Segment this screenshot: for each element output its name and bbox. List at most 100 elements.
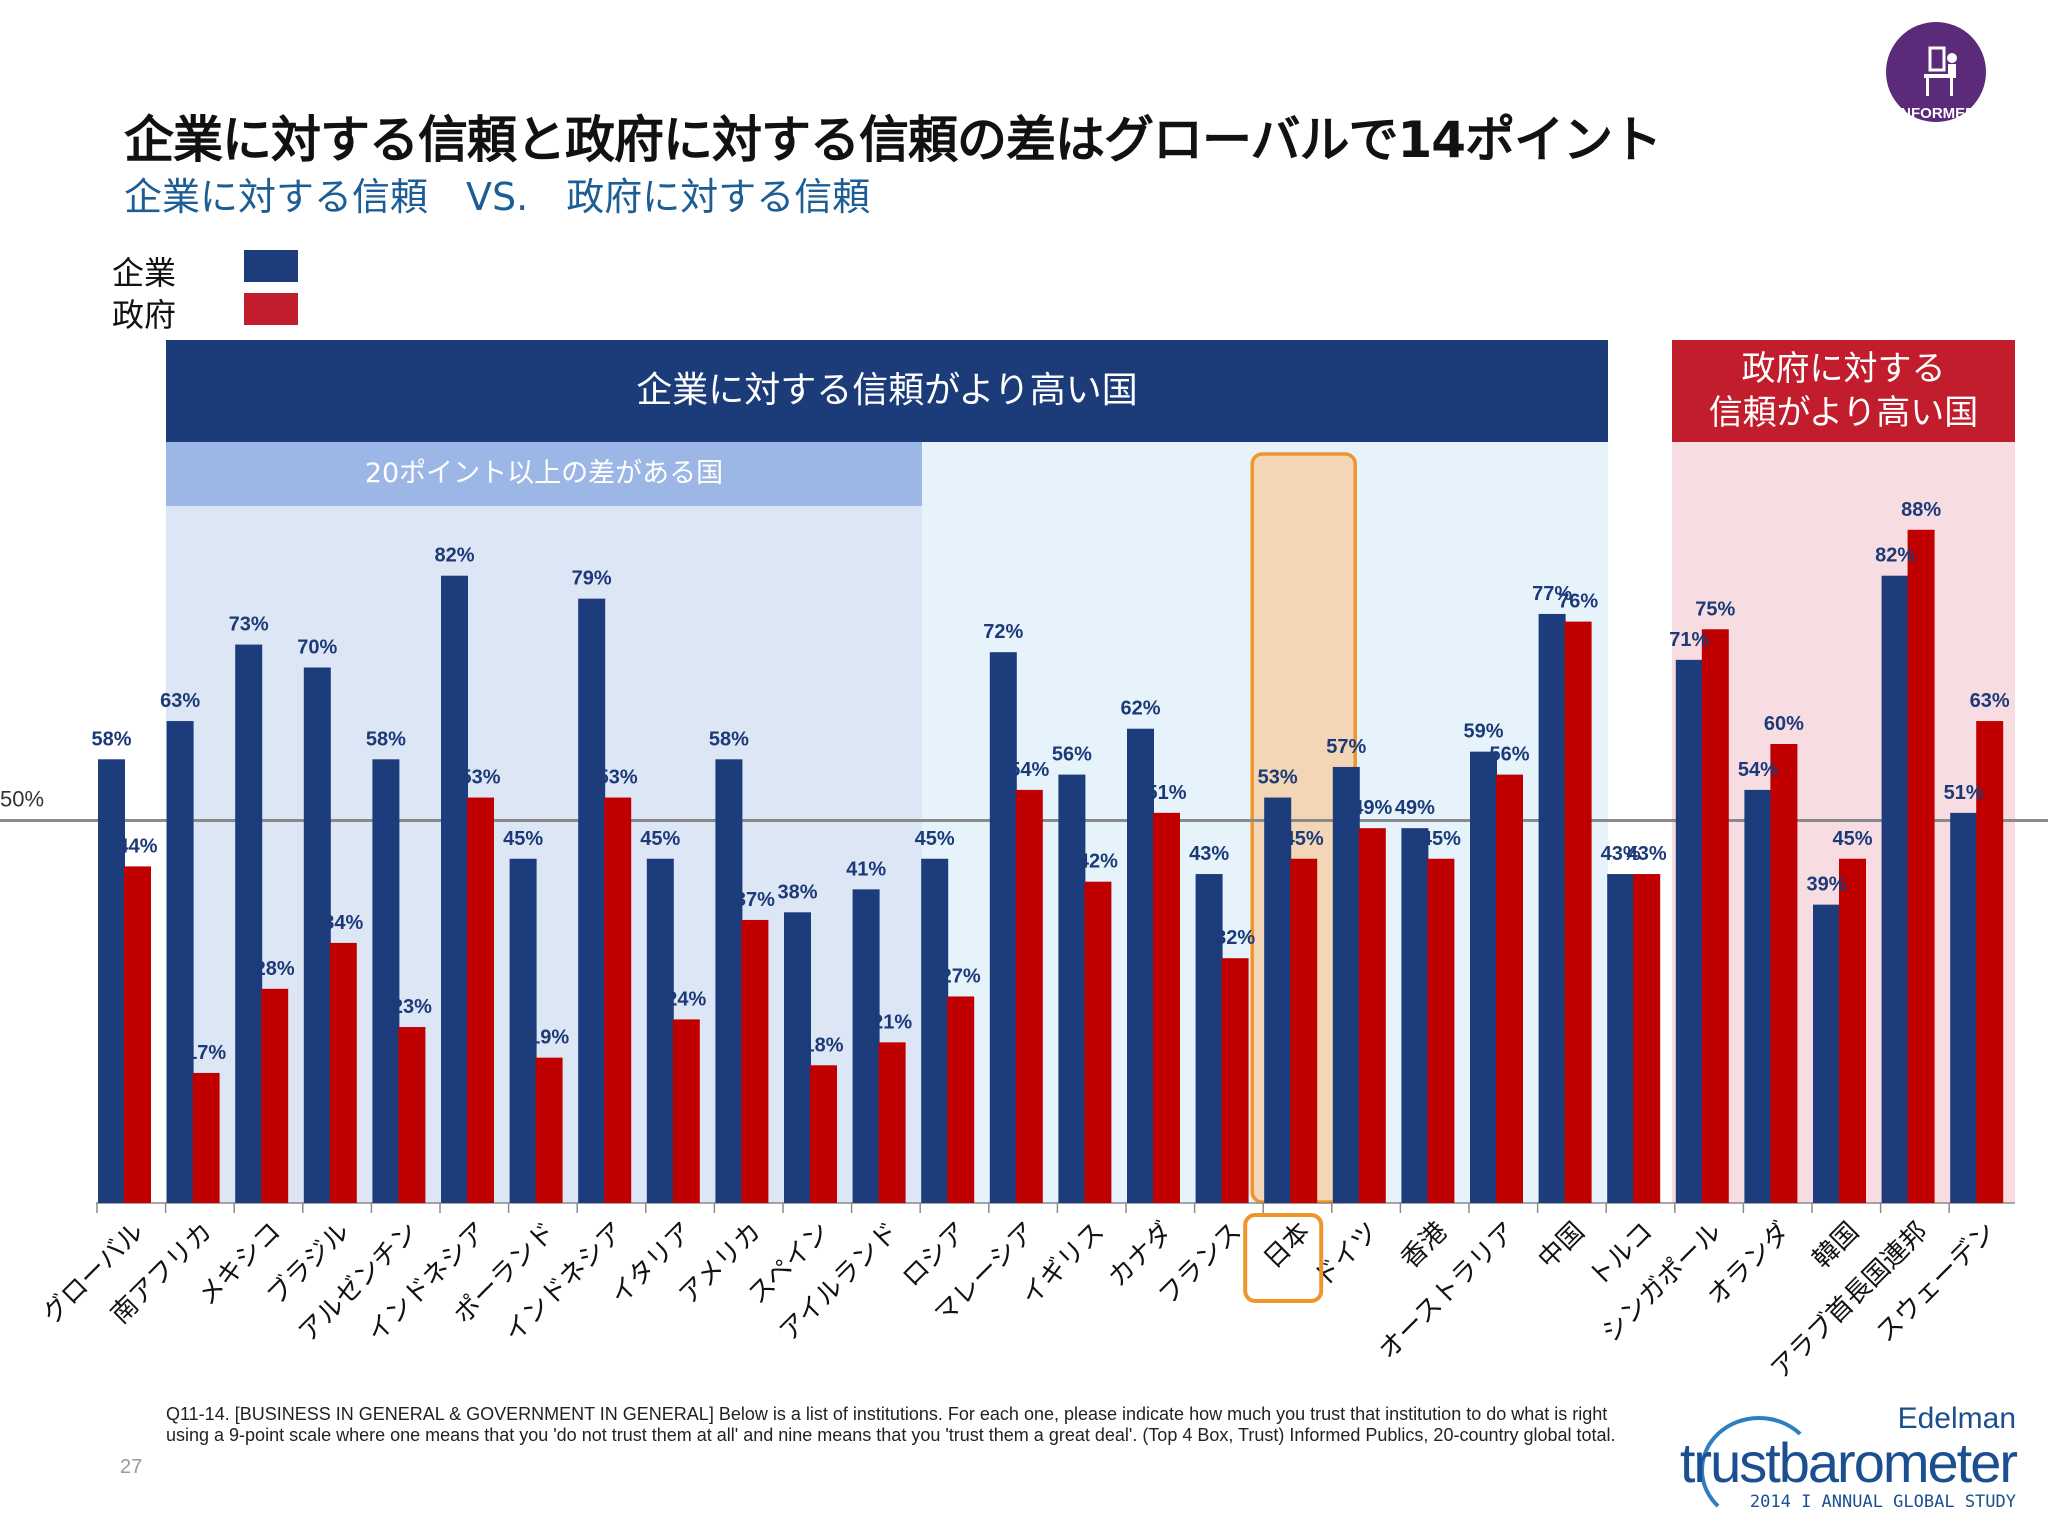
value-label-business: 56% — [1052, 744, 1092, 766]
bar-business — [646, 858, 674, 1203]
bar-business — [303, 667, 331, 1203]
informed-public-badge: INFORMED PUBLIC — [1886, 22, 1986, 139]
swoosh-icon — [1700, 1416, 1818, 1524]
value-label-business: 77% — [1532, 583, 1572, 605]
value-label-business: 59% — [1463, 721, 1503, 743]
bar-business — [1401, 828, 1429, 1203]
bar-business — [1127, 728, 1154, 1203]
value-label-government: 53% — [460, 767, 500, 789]
page-subtitle: 企業に対する信頼 VS. 政府に対する信頼 — [124, 175, 871, 219]
value-label-business: 43% — [1601, 843, 1641, 865]
value-label-business: 58% — [91, 728, 131, 750]
bar-government — [1770, 744, 1798, 1203]
value-label-government: 76% — [1558, 591, 1598, 613]
bar-business — [784, 912, 811, 1203]
value-label-government: 45% — [1832, 828, 1872, 850]
value-label-business: 58% — [709, 728, 749, 750]
value-label-government: 49% — [1352, 797, 1392, 819]
value-label-government: 28% — [255, 958, 295, 980]
value-label-business: 53% — [1258, 767, 1298, 789]
category-label: 日本 — [1258, 1217, 1316, 1275]
value-label-business: 72% — [983, 621, 1023, 643]
bar-government — [1907, 529, 1935, 1203]
value-label-government: 60% — [1764, 713, 1804, 735]
value-label-business: 45% — [640, 828, 680, 850]
value-label-government: 17% — [186, 1042, 226, 1064]
category-label: 中国 — [1533, 1217, 1591, 1275]
value-label-business: 71% — [1669, 629, 1709, 651]
value-label-business: 45% — [915, 828, 955, 850]
bar-government — [467, 797, 494, 1203]
badge-line2: PUBLIC — [1908, 122, 1964, 139]
brand-product: trustbarometer — [1679, 1431, 2018, 1494]
bar-government — [192, 1072, 220, 1203]
bar-government — [1564, 621, 1592, 1203]
value-label-government: 18% — [803, 1034, 843, 1056]
bar-government — [1976, 721, 2004, 1203]
value-label-business: 43% — [1189, 843, 1229, 865]
bar-government — [1153, 812, 1180, 1203]
bar-business — [98, 759, 125, 1203]
category-label: 香港 — [1395, 1217, 1453, 1275]
bar-business — [372, 759, 400, 1203]
highlight-japan-label-box — [1243, 1213, 1324, 1303]
brand-name: Edelman — [1897, 1402, 2016, 1435]
badge-line1: INFORMED — [1896, 105, 1976, 122]
bar-government — [672, 1019, 700, 1203]
bar-business — [1195, 874, 1223, 1203]
bar-business — [235, 644, 263, 1203]
bar-business — [1744, 789, 1772, 1203]
gap-20-banner: 20ポイント以上の差がある国 — [166, 442, 922, 506]
legend-government-label: 政府 — [112, 296, 177, 334]
bar-business — [1264, 797, 1292, 1203]
value-label-business: 51% — [1944, 782, 1984, 804]
government-higher-line1: 政府に対する — [1741, 349, 1946, 389]
category-label: アイルランド — [774, 1217, 905, 1348]
value-label-government: 75% — [1695, 598, 1735, 620]
bar-government — [398, 1027, 426, 1203]
value-label-government: 53% — [598, 767, 638, 789]
government-higher-line2: 信頼がより高い国 — [1708, 393, 1979, 433]
bar-government — [1084, 881, 1112, 1203]
bar-government — [741, 919, 769, 1203]
value-label-government: 63% — [1970, 690, 2010, 712]
bar-business — [715, 759, 743, 1203]
bar-government — [947, 996, 975, 1203]
bar-business — [1881, 575, 1909, 1203]
value-label-business: 54% — [1738, 759, 1778, 781]
value-label-business: 82% — [434, 545, 474, 567]
bar-government — [261, 988, 289, 1203]
business-higher-banner: 企業に対する信頼がより高い国 — [166, 340, 1608, 442]
value-label-government: 88% — [1901, 499, 1941, 521]
value-label-government: 42% — [1078, 851, 1118, 873]
value-label-government: 56% — [1489, 744, 1529, 766]
desk-person-icon — [1924, 46, 1957, 96]
value-label-government: 43% — [1627, 843, 1667, 865]
bar-government — [1701, 629, 1729, 1203]
value-label-business: 70% — [297, 637, 337, 659]
footnote: Q11-14. [BUSINESS IN GENERAL & GOVERNMEN… — [166, 1404, 1616, 1445]
bar-business — [1607, 874, 1635, 1203]
bar-government — [124, 866, 151, 1203]
bar-government — [878, 1042, 906, 1203]
bar-business — [166, 721, 194, 1203]
legend-business-label: 企業 — [112, 254, 177, 292]
value-label-business: 62% — [1120, 698, 1160, 720]
bar-business — [1058, 774, 1086, 1203]
bar-government — [535, 1057, 563, 1203]
value-label-government: 34% — [323, 912, 363, 934]
category-label: スウェーデン — [1871, 1217, 2003, 1349]
value-label-government: 21% — [872, 1011, 912, 1033]
legend-government-swatch — [244, 293, 298, 325]
bar-government — [1633, 874, 1661, 1203]
bar-government — [604, 797, 632, 1203]
bar-government — [1221, 958, 1249, 1203]
value-label-business: 73% — [229, 614, 269, 636]
page-number: 27 — [120, 1456, 143, 1478]
bar-business — [1332, 766, 1360, 1203]
bar-business — [578, 598, 606, 1203]
value-label-government: 27% — [941, 965, 981, 987]
value-label-government: 45% — [1421, 828, 1461, 850]
value-label-business: 39% — [1806, 874, 1846, 896]
